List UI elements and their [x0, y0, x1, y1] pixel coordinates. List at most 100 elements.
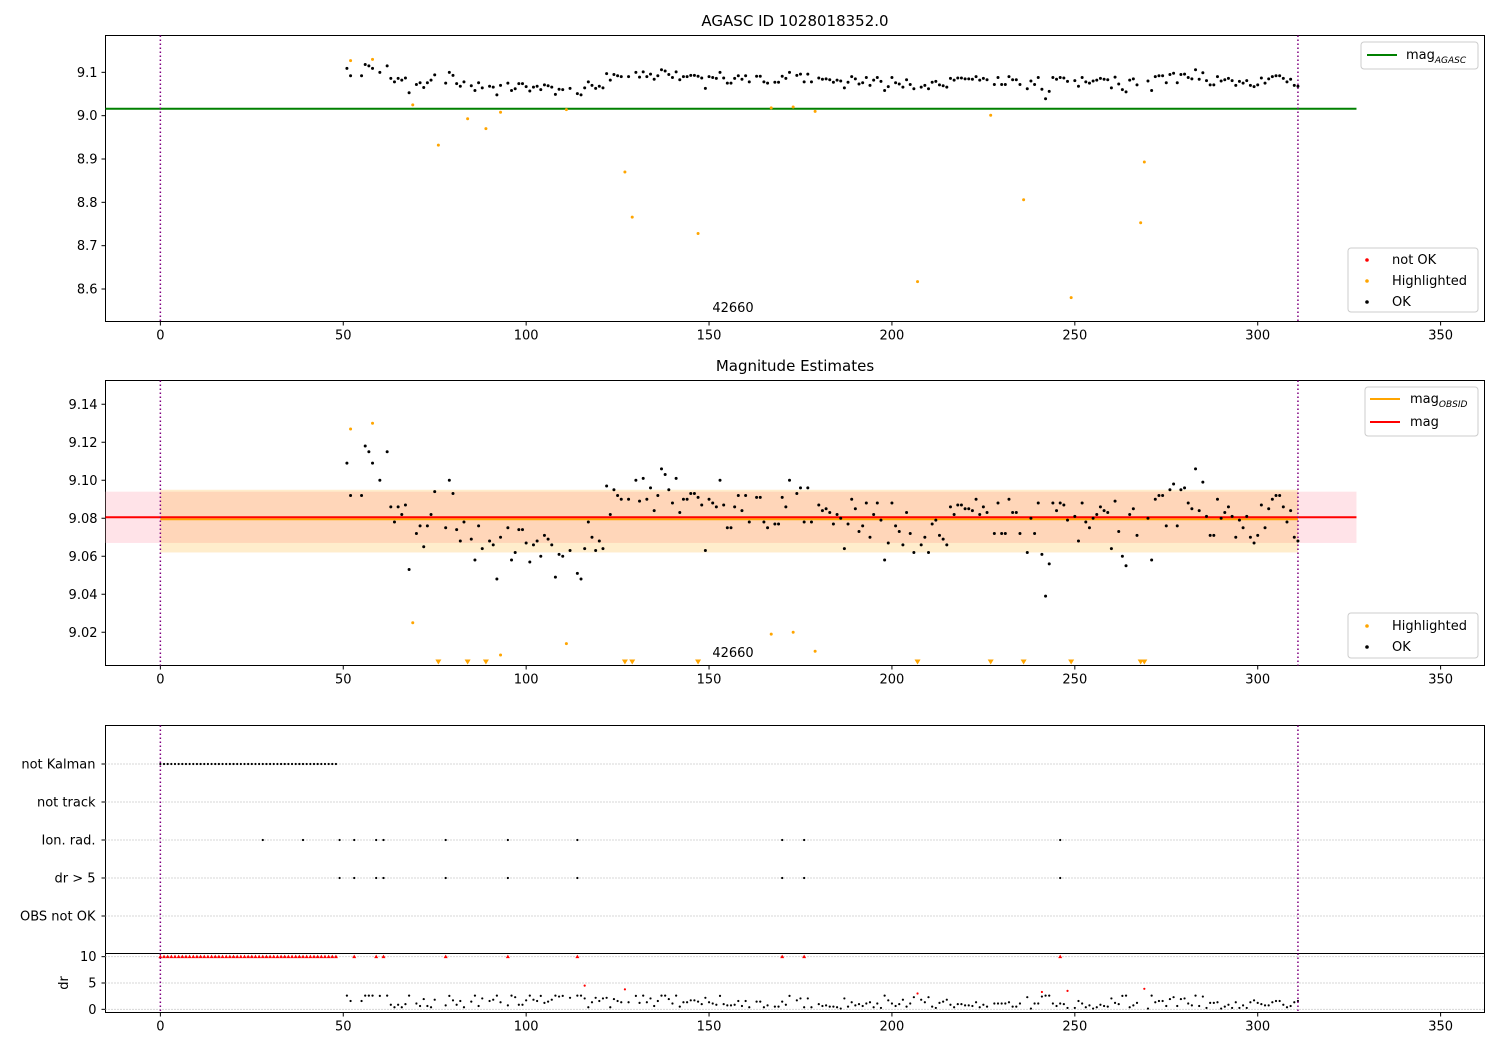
p2-ok-point [1153, 497, 1157, 501]
p2-ok-point [886, 541, 890, 545]
dr-point [1102, 1004, 1106, 1008]
dr-point [821, 1004, 824, 1008]
p2-ok-point [908, 531, 912, 535]
p1-ok-point [1029, 79, 1033, 83]
p2-ok-point [1011, 511, 1015, 515]
p1-ok-point [1289, 77, 1293, 81]
dr-point [707, 1001, 711, 1004]
p2-ok-point [718, 478, 722, 482]
p1-ok-point [473, 89, 477, 93]
dr-point [481, 997, 484, 1000]
p1-ok-point [762, 80, 766, 84]
p2-ok-point [1131, 507, 1135, 511]
flag-label: not track [37, 796, 96, 811]
dr-gt5-point [338, 876, 341, 880]
dr-point [1245, 1006, 1248, 1010]
dr-point [920, 998, 923, 1001]
p1-ok-point [992, 82, 996, 86]
p1-ok-point [1066, 79, 1070, 83]
dr-point [1201, 995, 1204, 998]
dr-point [642, 994, 645, 997]
flag-label: dr > 5 [54, 872, 95, 887]
p2-ok-point [389, 505, 393, 509]
dr-point [1187, 1002, 1190, 1005]
p2-ok-point [433, 490, 437, 494]
p1-ok-point [1190, 77, 1194, 81]
p2-ok-point [795, 492, 799, 496]
p2-ytick-label: 9.12 [69, 436, 98, 451]
dr-point [781, 1000, 784, 1003]
not-kalman-point [269, 762, 272, 766]
p2-ok-point [1029, 516, 1033, 520]
p1-ok-point [455, 82, 459, 86]
dr-point [1059, 1002, 1062, 1005]
p1-ok-point [798, 72, 802, 76]
p2-ok-point [941, 537, 945, 541]
offscale-marker [1141, 659, 1148, 665]
dr-point [993, 1002, 996, 1005]
p1-ok-point [539, 88, 543, 92]
dr-point [1285, 1006, 1289, 1009]
dr-point [550, 998, 553, 1001]
p2-ok-point [403, 503, 407, 507]
p2-ok-point [499, 535, 503, 539]
dr-point [909, 1002, 912, 1005]
p1-ok-point [349, 74, 353, 78]
p1-ok-point [1219, 79, 1223, 83]
p2-ok-point [985, 511, 989, 515]
not-kalman-point [279, 762, 283, 766]
dr-point [594, 996, 597, 999]
p1-ok-point [1018, 82, 1022, 86]
dr-clipped-marker [286, 954, 291, 959]
p1-ok-point [575, 92, 579, 96]
p2-ok-point [956, 503, 960, 507]
p1-ok-point [835, 78, 839, 82]
dr-point [846, 1005, 850, 1008]
p1-ok-point [462, 80, 466, 84]
p2-ok-point [1084, 520, 1088, 524]
p1-ok-point [868, 83, 872, 87]
p1-ok-point [1296, 84, 1300, 88]
dr-point [696, 1000, 700, 1003]
ion-rad-point [803, 838, 806, 842]
p1-ok-point [733, 76, 737, 80]
p2-ok-point [1146, 516, 1150, 520]
p2-ok-point [568, 549, 572, 553]
dr-point [1161, 999, 1164, 1003]
dr-point [1263, 1004, 1267, 1007]
p1-ok-point [1076, 84, 1080, 88]
p1-ok-point [619, 75, 623, 79]
p2-ok-point [1128, 512, 1132, 516]
p1-ok-point [499, 83, 503, 87]
p2-ok-point [1109, 547, 1113, 551]
p2-ok-point [744, 493, 748, 497]
p2-ok-point [755, 495, 759, 499]
dr-point [510, 994, 513, 997]
p2-ok-point [531, 543, 535, 547]
dr-clipped-marker [297, 954, 302, 959]
dr-point [682, 1001, 685, 1004]
p1-ok-point [831, 80, 835, 84]
p2-ok-point [601, 547, 605, 551]
dr-point [649, 997, 652, 1000]
p2-ok-point [824, 507, 828, 511]
p1-ok-point [477, 81, 481, 85]
p2-ok-point [1296, 539, 1300, 543]
p1-ok-point [736, 74, 740, 78]
p2-ok-point [400, 512, 404, 516]
legend-mag-agasc: magAGASC [1406, 48, 1467, 66]
dr-point [923, 1001, 926, 1004]
p1-ok-point [1183, 72, 1187, 76]
dr-red-point [1066, 989, 1069, 993]
p2-ok-point [905, 511, 909, 515]
dr-point [956, 1003, 959, 1006]
p1-ok-point [1197, 77, 1201, 81]
p1-ok-point [1073, 79, 1077, 83]
p2-ok-point [455, 528, 459, 532]
dr-point [389, 1003, 392, 1006]
dr-point [671, 1002, 674, 1005]
dr-point [722, 1003, 725, 1006]
dr-point [1117, 1003, 1120, 1006]
p2-ok-point [1120, 554, 1124, 558]
p1-ok-point [1179, 73, 1183, 76]
